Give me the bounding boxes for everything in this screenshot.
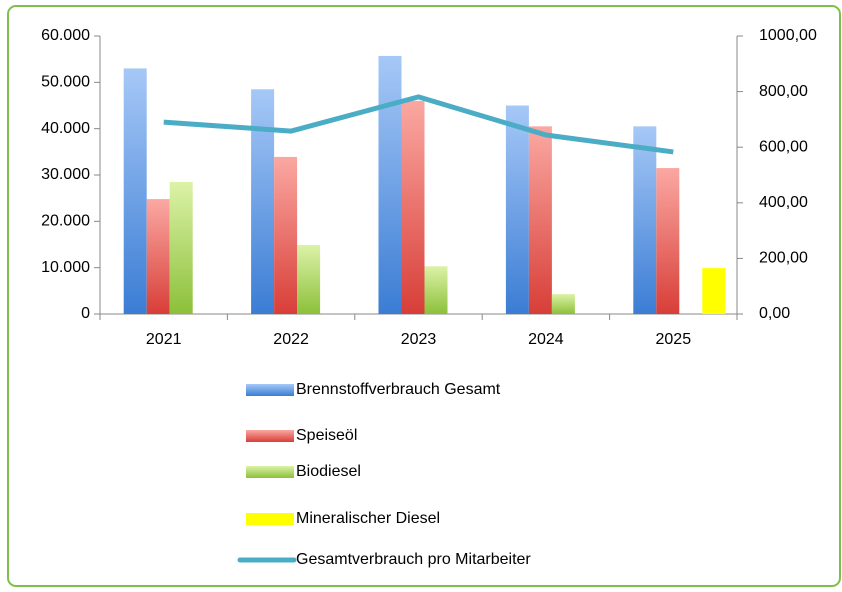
legend-swatch: [246, 430, 294, 442]
bar: [297, 244, 321, 314]
x-tick-label: 2022: [273, 331, 309, 348]
bar: [169, 181, 193, 314]
y2-tick-label: 600,00: [759, 138, 808, 155]
legend-label: Gesamtverbrauch pro Mitarbeiter: [296, 551, 531, 568]
bar: [656, 168, 680, 314]
x-tick-label: 2025: [656, 331, 692, 348]
legend-swatch: [246, 513, 294, 525]
x-tick-label: 2024: [528, 331, 564, 348]
y-tick-label: 0: [81, 305, 90, 322]
legend-swatch: [246, 466, 294, 478]
bar: [633, 126, 657, 314]
bar: [251, 89, 275, 315]
y2-tick-label: 0,00: [759, 305, 790, 322]
bar: [146, 199, 170, 314]
y2-tick-label: 1000,00: [759, 27, 817, 44]
bar: [123, 68, 147, 314]
y-tick-label: 10.000: [41, 259, 90, 276]
y-tick-label: 60.000: [41, 27, 90, 44]
legend-label: Brennstoffverbrauch Gesamt: [296, 381, 501, 398]
bar: [424, 266, 448, 314]
x-tick-label: 2023: [401, 331, 437, 348]
legend-label: Mineralischer Diesel: [296, 510, 440, 527]
bar: [274, 156, 298, 314]
bar: [551, 294, 575, 314]
legend-label: Speiseöl: [296, 427, 357, 444]
y2-tick-label: 200,00: [759, 250, 808, 267]
y-tick-label: 40.000: [41, 120, 90, 137]
y2-tick-label: 800,00: [759, 83, 808, 100]
bar: [528, 126, 552, 314]
y-tick-label: 30.000: [41, 166, 90, 183]
legend-swatch: [246, 384, 294, 396]
bar: [702, 268, 726, 314]
line: [163, 94, 674, 155]
x-tick-label: 2021: [146, 331, 182, 348]
bar: [401, 100, 425, 314]
legend-label: Biodiesel: [296, 463, 361, 480]
y2-tick-label: 400,00: [759, 194, 808, 211]
y-tick-label: 50.000: [41, 74, 90, 91]
bar: [378, 55, 402, 314]
y-tick-label: 20.000: [41, 213, 90, 230]
bar: [505, 105, 529, 314]
